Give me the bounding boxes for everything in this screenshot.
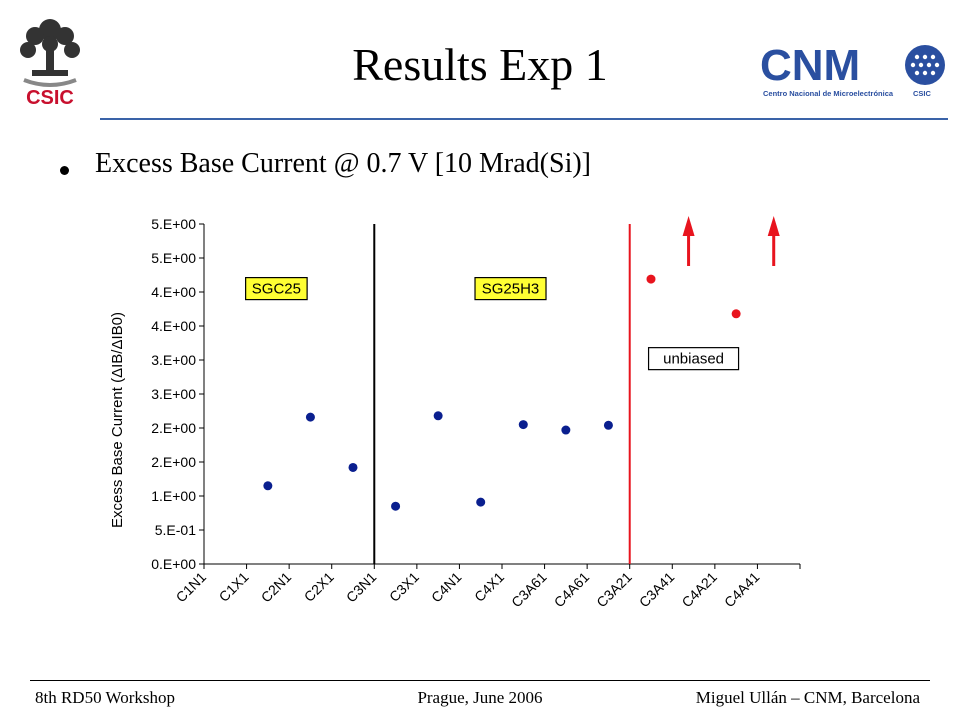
y-tick-label: 4.E+00: [151, 284, 196, 300]
oak-tree-icon: [20, 19, 80, 76]
x-tick-label: C4A21: [678, 569, 720, 611]
separator-lines: [373, 224, 631, 564]
y-tick-label: 3.E+00: [151, 386, 196, 402]
footer-author: Miguel Ullán – CNM, Barcelona: [695, 688, 920, 707]
data-point: [603, 420, 613, 430]
csic-logo: CSIC: [20, 19, 80, 108]
title-divider: [100, 118, 948, 120]
x-tick-label: C1N1: [172, 569, 209, 606]
footer-workshop: 8th RD50 Workshop: [35, 688, 175, 707]
annotation-rect: [245, 277, 308, 301]
excess-base-current-chart: Excess Base Current (ΔIB/ΔIB0) 0.E+00 5.E…: [109, 216, 801, 611]
cnm-subtitle: Centro Nacional de Microelectrónica: [763, 89, 894, 98]
data-point: [476, 497, 486, 507]
x-tick-label: C2X1: [301, 569, 337, 605]
data-point: [433, 411, 443, 421]
x-tick-label: C3A61: [508, 569, 550, 611]
data-point: [348, 462, 358, 472]
annotation-rect: [474, 277, 547, 301]
data-points: [263, 274, 741, 511]
annotation-text: SG25H3: [482, 281, 540, 298]
annotation-box: unbiased: [647, 347, 740, 371]
chart-annotations: SGC25 SG25H3 unbiased: [245, 277, 740, 371]
data-point: [391, 501, 401, 511]
csic-text: CSIC: [26, 87, 74, 108]
annotation-box: SG25H3: [474, 277, 547, 301]
arrow-head: [682, 216, 695, 236]
arrow-head: [767, 216, 780, 236]
off-scale-arrows: [682, 216, 780, 266]
annotation-box: SGC25: [245, 277, 308, 301]
x-tick-label: C4A61: [551, 569, 593, 611]
x-tick-label: C4N1: [428, 569, 465, 606]
up-arrow-icon: [682, 216, 695, 266]
bullet-icon: [60, 166, 69, 175]
y-tick-label: 2.E+00: [151, 420, 196, 436]
x-tick-label: C3A41: [636, 569, 678, 611]
y-tick-label: 1.E+00: [151, 488, 196, 504]
data-point: [518, 420, 528, 430]
y-tick-label: 2.E+00: [151, 454, 196, 470]
data-point: [646, 274, 656, 284]
y-axis-title: Excess Base Current (ΔIB/ΔIB0): [109, 312, 126, 528]
data-point: [305, 412, 315, 422]
data-point: [731, 309, 741, 319]
data-point: [263, 481, 273, 491]
cnm-csic-text: CSIC: [913, 89, 932, 98]
x-tick-label: C3N1: [343, 569, 380, 606]
x-tick-label: C3X1: [386, 569, 422, 605]
annotation-text: SGC25: [252, 281, 301, 298]
y-tick-label: 4.E+00: [151, 318, 196, 334]
cnm-text: CNM: [760, 41, 860, 90]
annotation-text: unbiased: [663, 351, 724, 368]
y-tick-label: 5.E+00: [151, 250, 196, 266]
y-axis-label: Excess Base Current (ΔIB/ΔIB0): [109, 312, 126, 528]
x-tick-label: C4A41: [721, 569, 763, 611]
x-tick-label: C4X1: [471, 569, 507, 605]
y-tick-label: 3.E+00: [151, 352, 196, 368]
up-arrow-icon: [767, 216, 780, 266]
footer-location-date: Prague, June 2006: [417, 688, 543, 707]
y-tick-label: 5.E-01: [155, 522, 196, 538]
cnm-logo: CNM Centro Nacional de Microelectrónica …: [760, 41, 945, 98]
y-tick-label: 0.E+00: [151, 556, 196, 572]
data-point: [561, 425, 571, 435]
annotation-rect: [647, 347, 740, 371]
x-tick-label: C1X1: [216, 569, 252, 605]
chart-axes: 0.E+00 5.E-01 1.E+00 2.E+00 2.E+00 3.E+00 3.E+…: [151, 216, 801, 611]
x-tick-label: C3A21: [593, 569, 635, 611]
footer-divider: [30, 680, 930, 681]
x-tick-label: C2N1: [258, 569, 295, 606]
y-tick-label: 5.E+00: [151, 216, 196, 232]
slide-title: Results Exp 1: [352, 39, 608, 90]
globe-dots-icon: [905, 45, 945, 85]
bullet-text: Excess Base Current @ 0.7 V [10 Mrad(Si)…: [95, 148, 592, 179]
